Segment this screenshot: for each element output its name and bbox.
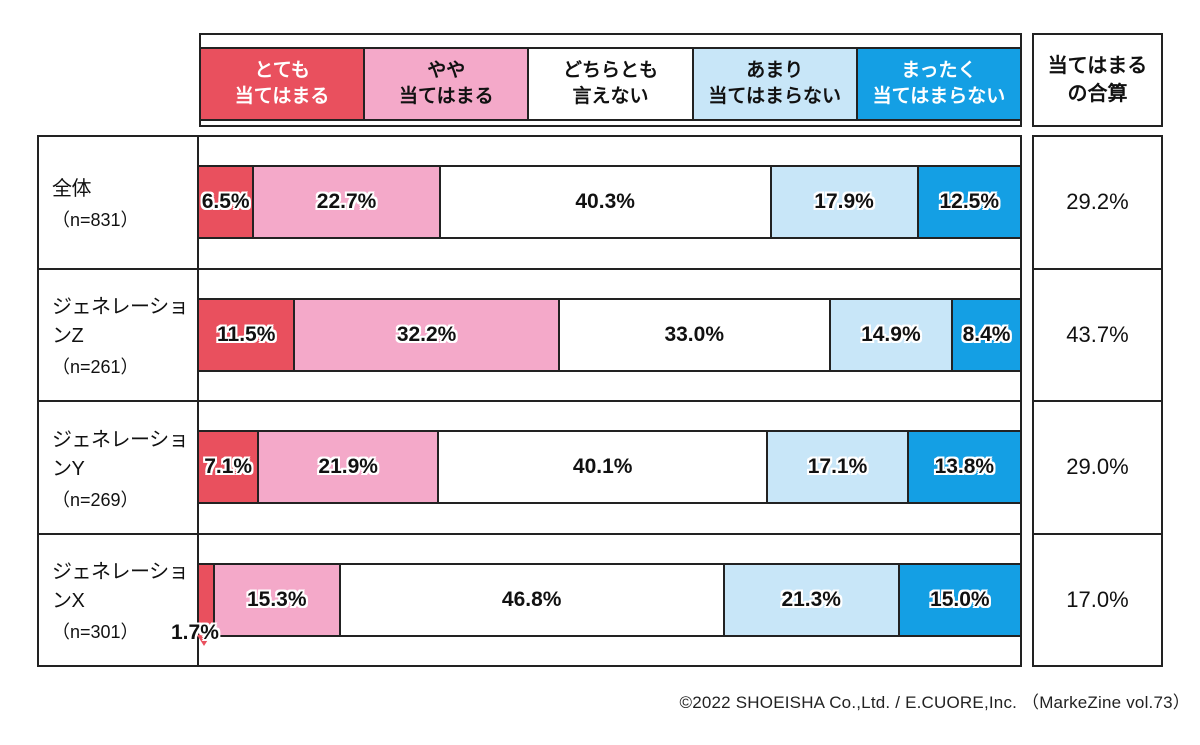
summary-value: 17.0%	[1066, 586, 1129, 612]
copyright-credit: ©2022 SHOEISHA Co.,Ltd. / E.CUORE,Inc. （…	[679, 693, 1190, 712]
segment-value-label: 11.5%	[217, 322, 276, 346]
row-name: 全体	[52, 178, 92, 201]
bar-zone: 7.1% 21.9% 40.1% 17.1% 13.8%	[199, 402, 1020, 533]
row-sample-size: （n=261）	[52, 357, 139, 378]
segment-value-label: 6.5%	[201, 190, 250, 214]
bar-segment-3: 17.1%	[766, 432, 907, 503]
table-row: ジェネレーションY （n=269） 7.1% 21.9% 40.1% 17.1% 13.8%	[39, 402, 1020, 535]
segment-value-label: 7.1%	[204, 455, 253, 479]
bar-zone: 1.7% 15.3% 46.8% 21.3% 15.0%	[171, 535, 1020, 666]
bar-segment-4: 13.8%	[906, 432, 1020, 503]
segment-value-label: 32.2%	[396, 322, 457, 346]
row-sample-size: （n=831）	[52, 210, 139, 231]
segment-value-label: 33.0%	[664, 322, 724, 346]
segment-value-label: 22.7%	[316, 190, 377, 214]
bar-segment-0: 7.1%	[199, 432, 258, 503]
summary-column: 29.2% 43.7% 29.0% 17.0%	[1032, 135, 1163, 667]
bar-zone: 6.5% 22.7% 40.3% 17.9% 12.5%	[199, 137, 1020, 268]
row-name: ジェネレーションY	[52, 428, 189, 480]
bar-segment-3: 21.3%	[722, 564, 898, 635]
segment-value-label: 1.7%	[171, 620, 219, 644]
segment-value-label: 15.0%	[930, 587, 990, 611]
legend-item-3: あまり 当てはまらない	[691, 49, 856, 119]
legend-strip: とても 当てはまる やや 当てはまる どちらとも 言えない あまり 当てはまらない まっ…	[201, 47, 1021, 121]
bar-segment-4: 12.5%	[916, 167, 1020, 238]
row-label: 全体 （n=831）	[39, 137, 199, 268]
legend-item-2: どちらとも 言えない	[527, 49, 692, 119]
bar-segment-1: 15.3%	[212, 564, 339, 635]
segment-value-label: 21.3%	[781, 587, 841, 611]
segment-value-label: 40.3%	[575, 190, 635, 214]
segment-value-label: 12.5%	[939, 190, 1000, 214]
legend-item-label: やや 当てはまる	[398, 60, 494, 107]
segment-value-label: 17.1%	[807, 455, 868, 479]
bar-segment-1: 22.7%	[252, 167, 439, 238]
bar-segment-3: 14.9%	[828, 299, 952, 370]
callout-pointer	[197, 634, 211, 646]
segment-value-label: 46.8%	[501, 587, 562, 611]
bar-segment-1: 32.2%	[293, 299, 558, 370]
bar-segment-4: 8.4%	[951, 299, 1020, 370]
stacked-bar: 11.5% 32.2% 33.0% 14.9% 8.4%	[199, 297, 1020, 372]
summary-value: 43.7%	[1066, 321, 1129, 347]
legend-item-label: とても 当てはまる	[234, 60, 330, 107]
segment-value-label: 14.9%	[861, 322, 921, 346]
bar-segment-1: 21.9%	[257, 432, 438, 503]
bar-segment-2: 40.3%	[438, 167, 770, 238]
summary-value-cell: 17.0%	[1034, 535, 1161, 666]
table-row: ジェネレーションX （n=301） 1.7% 15.3% 46.8% 21.3% 15.0%	[39, 534, 1020, 666]
row-label: ジェネレーションY （n=269）	[39, 402, 199, 533]
summary-value-cell: 29.0%	[1034, 402, 1161, 535]
segment-value-label: 8.4%	[962, 322, 1011, 346]
summary-header-box: 当てはまる の合算	[1032, 33, 1163, 127]
segment-value-label: 17.9%	[814, 190, 874, 214]
row-name: ジェネレーションX	[52, 561, 189, 613]
summary-value-cell: 43.7%	[1034, 270, 1161, 402]
summary-value-cell: 29.2%	[1034, 137, 1161, 270]
data-table: 全体 （n=831） 6.5% 22.7% 40.3% 17.9% 12.5% ジェネレーショ…	[37, 135, 1022, 667]
stacked-bar: 7.1% 21.9% 40.1% 17.1% 13.8%	[199, 430, 1020, 505]
summary-header-label: 当てはまる の合算	[1047, 55, 1148, 105]
bar-segment-0: 11.5%	[199, 299, 294, 370]
bar-segment-0: 6.5%	[199, 167, 253, 238]
row-sample-size: （n=301）	[52, 622, 139, 643]
legend-item-label: どちらとも 言えない	[563, 60, 659, 107]
row-name: ジェネレーションZ	[52, 296, 189, 348]
segment-value-label: 40.1%	[572, 455, 633, 479]
row-label: ジェネレーションX （n=301）	[39, 534, 199, 665]
legend-item-label: あまり 当てはまらない	[708, 60, 842, 107]
stacked-bar: 6.5% 22.7% 40.3% 17.9% 12.5%	[199, 165, 1020, 240]
legend-item-4: まったく 当てはまらない	[855, 49, 1021, 119]
segment-value-label: 15.3%	[246, 587, 307, 611]
bar-zone: 11.5% 32.2% 33.0% 14.9% 8.4%	[199, 270, 1020, 401]
legend-item-0: とても 当てはまる	[201, 49, 364, 119]
bar-segment-2: 46.8%	[338, 564, 723, 635]
bar-segment-0: 1.7%	[171, 564, 219, 646]
row-sample-size: （n=269）	[52, 489, 139, 510]
segment-value-label: 21.9%	[318, 455, 378, 479]
table-row: ジェネレーションZ （n=261） 11.5% 32.2% 33.0% 14.9% 8.4%	[39, 269, 1020, 402]
bar-segment-4: 15.0%	[897, 564, 1020, 635]
legend-item-1: やや 当てはまる	[363, 49, 528, 119]
table-row: 全体 （n=831） 6.5% 22.7% 40.3% 17.9% 12.5%	[39, 137, 1020, 270]
legend-item-label: まったく 当てはまらない	[872, 60, 1006, 107]
segment-value-label: 13.8%	[934, 455, 995, 479]
bar-segment-3: 17.9%	[769, 167, 917, 238]
summary-value: 29.0%	[1066, 454, 1129, 480]
bar-segment-2: 33.0%	[557, 299, 829, 370]
bar-segment-2: 40.1%	[437, 432, 767, 503]
summary-value: 29.2%	[1066, 189, 1129, 215]
row-label: ジェネレーションZ （n=261）	[39, 269, 199, 400]
stacked-bar: 1.7% 15.3% 46.8% 21.3% 15.0%	[171, 562, 1020, 646]
legend-header-box: とても 当てはまる やや 当てはまる どちらとも 言えない あまり 当てはまらない まっ…	[199, 33, 1022, 127]
